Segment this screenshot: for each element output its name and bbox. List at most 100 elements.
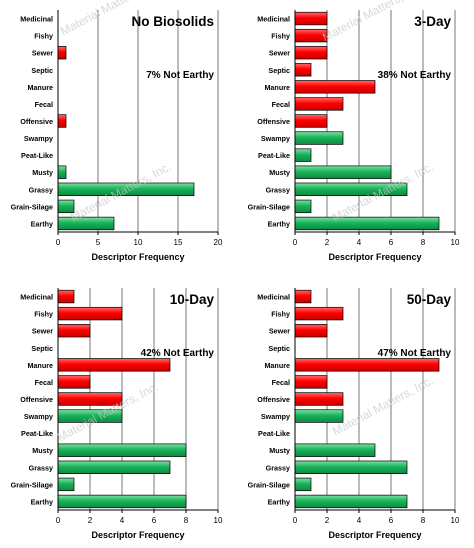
x-tick-label: 5 bbox=[96, 238, 101, 247]
bar bbox=[57, 358, 171, 372]
category-label: Grain-Silage bbox=[11, 480, 53, 489]
category-label: Grassy bbox=[29, 185, 53, 194]
not-earthy-annotation: 47% Not Earthy bbox=[378, 348, 452, 359]
x-tick-label: 10 bbox=[134, 238, 143, 247]
x-tick-label: 0 bbox=[293, 516, 298, 525]
x-tick-label: 6 bbox=[389, 516, 394, 525]
category-label: Medicinal bbox=[20, 293, 53, 302]
bar bbox=[294, 148, 312, 162]
category-label: Fecal bbox=[272, 378, 290, 387]
category-label: Grassy bbox=[266, 185, 290, 194]
bar bbox=[294, 306, 344, 321]
bar bbox=[294, 375, 328, 389]
category-label: Peat-Like bbox=[21, 151, 53, 160]
bar bbox=[57, 324, 91, 338]
x-tick-label: 4 bbox=[120, 516, 125, 525]
bar bbox=[57, 306, 123, 321]
x-tick-label: 8 bbox=[421, 238, 426, 247]
bar bbox=[57, 392, 123, 406]
x-tick-label: 0 bbox=[56, 238, 61, 247]
x-tick-label: 6 bbox=[389, 238, 394, 247]
chart-svg: Medicinal Fishy Sewer Septic Manure Fecal Offe… bbox=[11, 288, 223, 540]
bar bbox=[294, 11, 328, 26]
category-label: Fecal bbox=[35, 378, 53, 387]
category-label: Musty bbox=[32, 168, 53, 177]
bar bbox=[294, 131, 344, 145]
category-label: Sewer bbox=[269, 327, 290, 336]
bar bbox=[57, 216, 115, 231]
category-label: Musty bbox=[269, 446, 290, 455]
bar bbox=[57, 199, 75, 214]
category-label: Peat-Like bbox=[258, 429, 290, 438]
x-axis-label: Descriptor Frequency bbox=[91, 530, 184, 540]
x-tick-label: 0 bbox=[56, 516, 61, 525]
category-label: Musty bbox=[269, 168, 290, 177]
bar bbox=[57, 460, 171, 474]
category-label: Swampy bbox=[24, 412, 53, 421]
bar bbox=[294, 409, 344, 423]
category-label: Medicinal bbox=[257, 293, 290, 302]
category-label: Grassy bbox=[29, 463, 53, 472]
chart-title: No Biosolids bbox=[131, 14, 214, 29]
category-label: Sewer bbox=[32, 327, 53, 336]
bar bbox=[294, 46, 328, 60]
bar bbox=[57, 494, 187, 509]
category-label: Fishy bbox=[34, 32, 53, 41]
category-label: Septic bbox=[268, 344, 290, 353]
category-label: Manure bbox=[27, 361, 53, 370]
category-label: Peat-Like bbox=[21, 429, 53, 438]
category-label: Peat-Like bbox=[258, 151, 290, 160]
bar bbox=[57, 289, 75, 304]
category-label: Septic bbox=[268, 66, 290, 75]
bar bbox=[57, 409, 123, 423]
bar bbox=[294, 392, 344, 406]
x-tick-label: 2 bbox=[325, 238, 330, 247]
bar bbox=[294, 199, 312, 214]
category-label: Fecal bbox=[272, 100, 290, 109]
x-tick-label: 10 bbox=[451, 516, 460, 525]
bar bbox=[294, 494, 408, 509]
bar bbox=[294, 358, 440, 372]
x-axis-label: Descriptor Frequency bbox=[91, 252, 184, 262]
category-label: Fishy bbox=[34, 310, 53, 319]
bar bbox=[294, 460, 408, 474]
category-label: Fecal bbox=[35, 100, 53, 109]
category-label: Musty bbox=[32, 446, 53, 455]
bar bbox=[294, 182, 408, 196]
category-label: Fishy bbox=[271, 32, 290, 41]
bar bbox=[294, 324, 328, 338]
bar bbox=[294, 443, 376, 457]
bar bbox=[294, 216, 440, 231]
not-earthy-annotation: 7% Not Earthy bbox=[146, 70, 214, 81]
bar bbox=[294, 28, 328, 43]
chart-title: 10-Day bbox=[170, 292, 215, 307]
bar bbox=[57, 46, 67, 60]
category-label: Swampy bbox=[261, 412, 290, 421]
category-label: Swampy bbox=[261, 134, 290, 143]
x-tick-label: 15 bbox=[174, 238, 183, 247]
bar bbox=[57, 165, 67, 179]
category-label: Grain-Silage bbox=[248, 480, 290, 489]
not-earthy-annotation: 42% Not Earthy bbox=[141, 348, 215, 359]
x-tick-label: 4 bbox=[357, 238, 362, 247]
bar bbox=[294, 289, 312, 304]
x-tick-label: 0 bbox=[293, 238, 298, 247]
chart-panel-10-day: Medicinal Fishy Sewer Septic Manure Fecal Offe… bbox=[0, 278, 237, 548]
x-tick-label: 2 bbox=[88, 516, 93, 525]
x-tick-label: 6 bbox=[152, 516, 157, 525]
category-label: Offensive bbox=[257, 117, 290, 126]
x-tick-label: 8 bbox=[184, 516, 189, 525]
category-label: Earthy bbox=[268, 497, 290, 506]
category-label: Offensive bbox=[257, 395, 290, 404]
x-tick-label: 4 bbox=[357, 516, 362, 525]
category-label: Medicinal bbox=[257, 15, 290, 24]
x-tick-label: 2 bbox=[325, 516, 330, 525]
category-label: Grain-Silage bbox=[11, 202, 53, 211]
category-label: Septic bbox=[31, 66, 53, 75]
chart-svg: Medicinal Fishy Sewer Septic Manure Fecal Offe… bbox=[11, 10, 223, 262]
category-label: Offensive bbox=[20, 395, 53, 404]
bar bbox=[294, 114, 328, 128]
bar bbox=[57, 443, 187, 457]
bar bbox=[294, 97, 344, 111]
x-tick-label: 8 bbox=[421, 516, 426, 525]
